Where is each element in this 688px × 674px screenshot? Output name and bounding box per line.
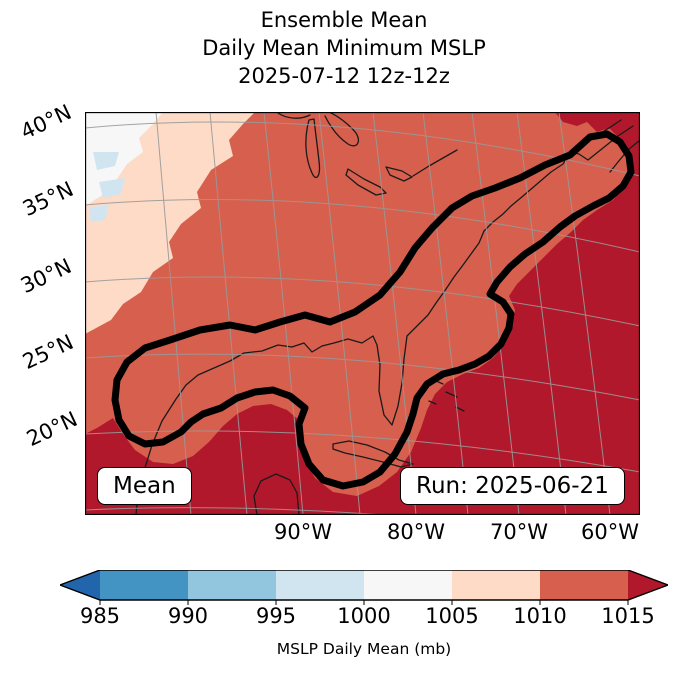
colorbar-segment-1: [188, 570, 276, 600]
colorbar-under-arrow: [60, 570, 100, 600]
graticule: [85, 112, 640, 515]
lat-tick-30n: 30°N: [16, 253, 76, 299]
colorbar-segment-2: [276, 570, 364, 600]
colorbar-segment-0: [100, 570, 188, 600]
colorbar-segment-5: [540, 570, 628, 600]
field-995-1000: [89, 152, 125, 222]
ensemble-contour: [111, 130, 635, 490]
map-canvas: [85, 112, 640, 515]
lon-tick-70w: 70°W: [490, 520, 548, 544]
field-over-1015: [85, 112, 640, 515]
title-line-1: Ensemble Mean: [260, 8, 428, 32]
title-block: Ensemble Mean Daily Mean Minimum MSLP 20…: [0, 6, 688, 90]
colorbar-tick-1005: 1005: [425, 604, 479, 628]
field-1005-1010: [85, 112, 255, 334]
title-line-2: Daily Mean Minimum MSLP: [202, 36, 486, 60]
run-label-box: Run: 2025-06-21: [400, 467, 625, 505]
title-line-3: 2025-07-12 12z-12z: [238, 64, 450, 88]
colorbar-svg: [60, 570, 668, 605]
colorbar-tick-1010: 1010: [513, 604, 567, 628]
colorbar-segment-3: [364, 570, 452, 600]
lat-tick-25n: 25°N: [18, 329, 78, 375]
lon-tick-60w: 60°W: [581, 520, 639, 544]
colorbar-tick-990: 990: [167, 604, 209, 628]
lon-tick-90w: 90°W: [274, 520, 332, 544]
lat-tick-35n: 35°N: [18, 176, 78, 222]
map-border: [85, 112, 640, 515]
lat-tick-40n: 40°N: [16, 99, 76, 145]
colorbar-segment-4: [452, 570, 540, 600]
colorbar-label: MSLP Daily Mean (mb): [276, 640, 452, 658]
colorbar-tickmarks: [99, 600, 629, 605]
colorbar-over-arrow: [628, 570, 668, 600]
colorbar-tick-995: 995: [255, 604, 297, 628]
colorbar-tick-1000: 1000: [337, 604, 391, 628]
lat-tick-20n: 20°N: [22, 406, 82, 452]
colorbar-outline: [60, 570, 668, 601]
mean-label-box: Mean: [97, 467, 192, 505]
lon-tick-80w: 80°W: [387, 520, 445, 544]
colorbar-tick-985: 985: [79, 604, 121, 628]
colorbar-tick-1015: 1015: [601, 604, 655, 628]
